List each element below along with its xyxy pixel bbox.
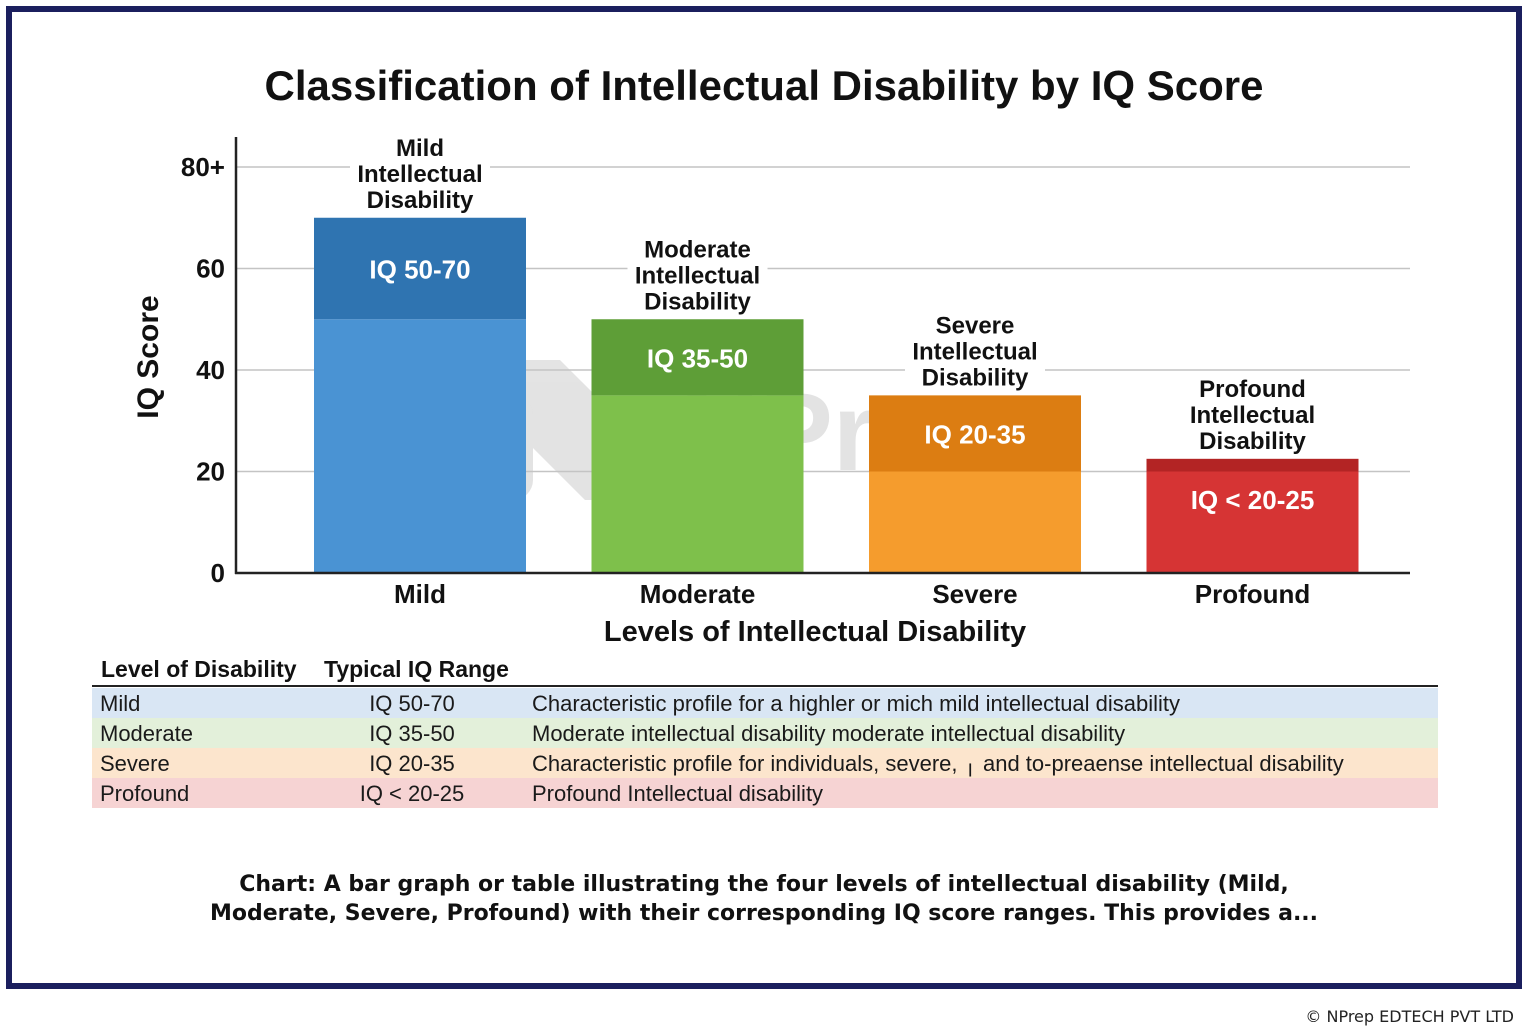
bar-top-label-bg <box>350 133 490 216</box>
table-row: Profound IQ < 20-25 Profound Intellectua… <box>92 778 1438 808</box>
row-level: Mild <box>100 691 141 716</box>
row-range: IQ < 20-25 <box>359 781 465 806</box>
bar-range-label: IQ 20-35 <box>924 419 1025 449</box>
x-tick-label: Mild <box>394 579 446 609</box>
y-axis-title: IQ Score <box>132 295 165 418</box>
y-tick-label: 40 <box>196 355 225 385</box>
table-header-range: Typical IQ Range <box>324 656 509 682</box>
y-tick-label: 60 <box>196 254 225 284</box>
x-tick-label: Profound <box>1195 579 1311 609</box>
bar-top-label-bg <box>905 311 1045 394</box>
table-row: Mild IQ 50-70 Characteristic profile for… <box>92 688 1438 718</box>
chart-title: Classification of Intellectual Disabilit… <box>264 62 1264 109</box>
axes <box>234 137 1410 575</box>
table-header-rule <box>92 685 1438 687</box>
bar-top-label: Disability <box>1199 428 1306 455</box>
row-level: Severe <box>100 751 170 776</box>
caption-line-2: Moderate, Severe, Profound) with their c… <box>209 901 1319 926</box>
x-tick-label: Severe <box>932 579 1017 609</box>
labels: 0 20 40 60 80+ IQ Score Levels of Intellectual… <box>132 133 1323 648</box>
bar-range-moderate <box>591 319 804 396</box>
row-range: IQ 50-70 <box>369 691 455 716</box>
bar-range-severe <box>869 395 1081 472</box>
bar-base-profound <box>1146 471 1359 573</box>
row-description: Profound Intellectual disability <box>532 781 824 806</box>
bar-top-label: Mild <box>396 135 444 162</box>
bar-range-profound <box>1146 458 1359 472</box>
x-tick-label: Moderate <box>640 579 756 609</box>
table-header-level: Level of Disability <box>101 656 297 682</box>
bar-base-moderate <box>591 395 804 573</box>
bar-top-label-bg <box>627 235 768 318</box>
bar-range-mild <box>314 217 526 320</box>
x-axis-title: Levels of Intellectual Disability <box>604 616 1026 648</box>
bar-range-label: IQ 50-70 <box>369 255 470 285</box>
bar-top-label: Intellectual <box>912 338 1037 365</box>
row-range: IQ 20-35 <box>369 751 455 776</box>
chart-caption: Chart: A bar graph or table illustrating… <box>100 870 1428 928</box>
bar-range-label: IQ 35-50 <box>647 343 748 373</box>
row-level: Profound <box>100 781 190 806</box>
y-tick-label: 20 <box>196 457 225 487</box>
bar-top-label: Intellectual <box>635 262 760 289</box>
bar-top-label-bg <box>1182 374 1323 457</box>
bar-top-label: Severe <box>936 312 1015 339</box>
bar-top-label: Disability <box>922 364 1029 391</box>
bars <box>314 217 1359 573</box>
bar-top-label: Intellectual <box>357 161 482 188</box>
bar-top-label: Profound <box>1199 376 1306 403</box>
bar-base-severe <box>869 471 1081 573</box>
row-description: Moderate intellectual disability moderat… <box>532 721 1126 746</box>
y-tick-label: 0 <box>211 558 225 588</box>
caption-line-1: Chart: A bar graph or table illustrating… <box>239 872 1289 897</box>
bar-top-label: Moderate <box>644 236 751 263</box>
row-range: IQ 35-50 <box>369 721 455 746</box>
row-description: Characteristic profile for a highler or … <box>532 691 1181 716</box>
table-row: Moderate IQ 35-50 Moderate intellectual … <box>92 718 1438 748</box>
copyright-notice: © NPrep EDTECH PVT LTD <box>1305 1007 1514 1026</box>
table-row: Severe IQ 20-35 Characteristic profile f… <box>92 748 1438 778</box>
bar-range-label: IQ < 20-25 <box>1191 485 1315 515</box>
bar-base-mild <box>314 319 526 573</box>
bar-top-label: Disability <box>367 187 474 214</box>
y-tick-label: 80+ <box>181 152 225 182</box>
row-description: Characteristic profile for individuals, … <box>532 751 1344 776</box>
row-level: Moderate <box>100 721 193 746</box>
bar-top-label: Intellectual <box>1190 402 1315 429</box>
bar-top-label: Disability <box>644 288 751 315</box>
